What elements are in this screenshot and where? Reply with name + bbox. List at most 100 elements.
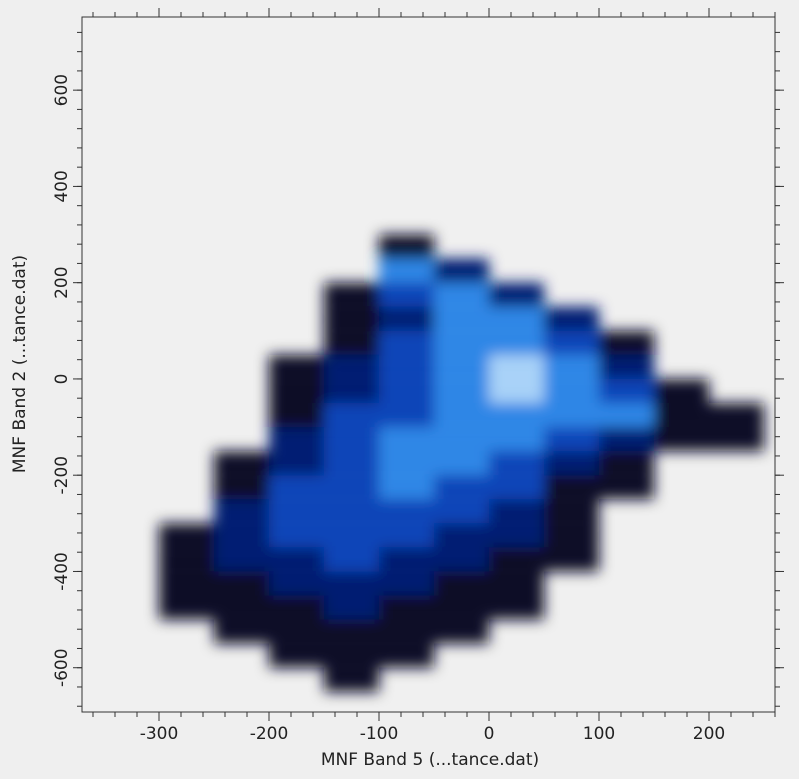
- density-cell: [269, 595, 324, 620]
- density-cell: [269, 403, 324, 428]
- density-cell: [269, 378, 324, 404]
- density-cell: [434, 475, 489, 500]
- density-cell: [434, 403, 489, 428]
- density-cell: [489, 354, 544, 379]
- density-cell: [544, 427, 599, 452]
- density-cell: [599, 354, 654, 379]
- density-cell: [324, 427, 379, 452]
- density-cell: [379, 595, 434, 620]
- density-cell: [269, 523, 324, 548]
- density-cell: [324, 282, 379, 307]
- density-cell: [214, 547, 269, 572]
- density-cell: [709, 427, 764, 452]
- density-cell: [324, 571, 379, 596]
- density-cell: [269, 619, 324, 644]
- x-tick-label: 0: [484, 724, 495, 744]
- density-cell: [214, 499, 269, 524]
- density-cell: [654, 378, 709, 404]
- x-tick-label: -100: [360, 724, 399, 744]
- density-cell: [324, 619, 379, 644]
- density-cell: [489, 571, 544, 596]
- density-cell: [489, 499, 544, 524]
- density-cell: [434, 354, 489, 379]
- density-cell: [489, 547, 544, 572]
- y-tick-label: -600: [52, 648, 72, 687]
- density-cloud: [159, 234, 764, 692]
- density-cell: [269, 499, 324, 524]
- density-cell: [379, 378, 434, 404]
- density-cell: [489, 427, 544, 452]
- plot-frame: [81, 16, 776, 713]
- y-tick-label: 0: [52, 374, 72, 385]
- density-cell: [434, 571, 489, 596]
- density-cell: [489, 306, 544, 331]
- density-cell: [599, 427, 654, 452]
- density-cell: [489, 451, 544, 476]
- density-cell: [489, 523, 544, 548]
- density-cell: [544, 378, 599, 404]
- density-cell: [544, 475, 599, 500]
- density-cell: [654, 427, 709, 452]
- density-cell: [269, 354, 324, 379]
- density-cell: [379, 619, 434, 644]
- density-cell: [214, 595, 269, 620]
- density-cell: [324, 451, 379, 476]
- density-cell: [599, 330, 654, 355]
- density-cell: [599, 451, 654, 476]
- density-cell: [379, 234, 434, 259]
- y-tick-label: 400: [52, 170, 72, 202]
- density-cell: [324, 378, 379, 404]
- density-cell: [379, 499, 434, 524]
- density-cell: [324, 499, 379, 524]
- density-cell: [324, 330, 379, 355]
- density-cell: [324, 643, 379, 668]
- density-cell: [434, 451, 489, 476]
- density-cell: [489, 403, 544, 428]
- density-cell: [599, 475, 654, 500]
- density-cell: [379, 427, 434, 452]
- density-cell: [379, 547, 434, 572]
- density-cell: [214, 571, 269, 596]
- x-tick-label: 200: [693, 724, 725, 744]
- density-cell: [544, 403, 599, 428]
- density-cell: [379, 282, 434, 307]
- density-cell: [214, 451, 269, 476]
- density-cell: [324, 306, 379, 331]
- density-cell: [379, 643, 434, 668]
- density-cell: [489, 475, 544, 500]
- density-cell: [544, 523, 599, 548]
- x-tick-label: -300: [140, 724, 179, 744]
- y-tick-label: -400: [52, 552, 72, 591]
- density-cell: [544, 354, 599, 379]
- density-cell: [379, 306, 434, 331]
- density-cell: [324, 354, 379, 379]
- density-cell: [324, 547, 379, 572]
- density-cell: [379, 354, 434, 379]
- density-cell: [159, 571, 214, 596]
- density-cell: [489, 282, 544, 307]
- density-cell: [489, 330, 544, 355]
- density-cell: [709, 403, 764, 428]
- density-cell: [544, 306, 599, 331]
- density-cell: [434, 499, 489, 524]
- y-tick-label: 600: [52, 74, 72, 106]
- density-cell: [214, 523, 269, 548]
- density-cell: [324, 523, 379, 548]
- density-cell: [599, 403, 654, 428]
- density-cell: [324, 595, 379, 620]
- density-cell: [379, 451, 434, 476]
- x-axis-title: MNF Band 5 (...tance.dat): [321, 750, 539, 770]
- density-cell: [379, 571, 434, 596]
- density-cell: [159, 523, 214, 548]
- density-cell: [269, 571, 324, 596]
- density-cell: [434, 282, 489, 307]
- density-cell: [434, 547, 489, 572]
- density-cell: [324, 403, 379, 428]
- density-cell: [379, 475, 434, 500]
- axes: -300 -200 -100 0 100 200 -600 -400 -200 0 200 400 60…: [52, 8, 784, 744]
- density-cell: [159, 595, 214, 620]
- density-cell: [214, 475, 269, 500]
- density-cell: [434, 427, 489, 452]
- y-tick-label: -200: [52, 456, 72, 495]
